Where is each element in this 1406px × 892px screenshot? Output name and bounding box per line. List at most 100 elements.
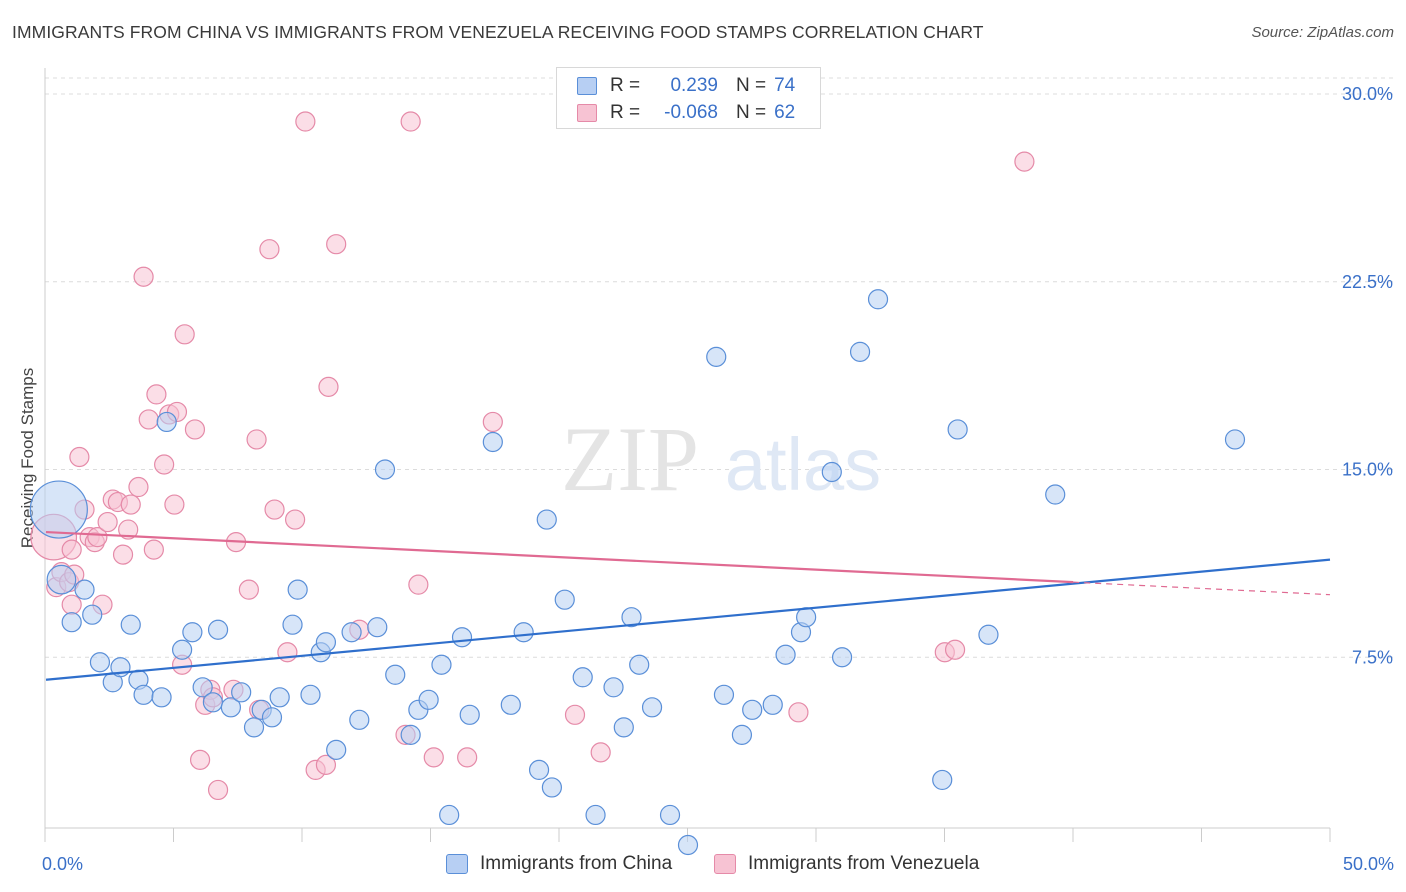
y-tick-label: 7.5%	[1352, 647, 1393, 667]
axes	[44, 68, 1331, 842]
x-tick-label-min: 0.0%	[42, 854, 83, 874]
china-point	[796, 607, 817, 628]
venezuela-point	[154, 454, 175, 475]
china-point	[374, 459, 396, 480]
legend-row-venezuela: R = -0.068 N = 62	[577, 101, 795, 125]
china-point	[613, 717, 634, 738]
china-point	[367, 617, 388, 638]
venezuela-point	[408, 574, 429, 595]
china-point	[572, 667, 593, 688]
n-value-venezuela: 62	[774, 102, 796, 123]
china-point	[451, 627, 473, 648]
china-point	[418, 689, 439, 710]
china-point	[431, 654, 452, 675]
china-point	[349, 709, 370, 730]
china-point	[677, 834, 699, 856]
china-point	[821, 461, 842, 483]
china-point	[243, 717, 265, 738]
china-point	[659, 804, 681, 826]
china-point	[133, 684, 154, 705]
venezuela-point	[189, 749, 211, 770]
china-point	[385, 664, 406, 685]
china-point	[182, 622, 203, 643]
zipatlas-watermark: ZIP atlas	[561, 408, 881, 510]
y-tick-label: 22.5%	[1342, 272, 1393, 292]
n-label: N =	[736, 102, 767, 123]
venezuela-point	[238, 579, 259, 600]
venezuela-point	[128, 476, 149, 498]
china-swatch	[577, 77, 597, 95]
legend-item-china: Immigrants from China	[446, 852, 672, 876]
china-point	[439, 804, 460, 826]
china-points	[29, 289, 1246, 856]
china-point	[172, 639, 193, 660]
china-point	[287, 579, 308, 600]
venezuela-point	[423, 747, 444, 768]
china-point	[1045, 484, 1066, 505]
china-point	[207, 619, 229, 640]
venezuela-point	[326, 234, 347, 255]
venezuela-points	[30, 111, 1035, 801]
venezuela-point	[146, 384, 167, 405]
china-point	[541, 777, 562, 798]
china-point	[300, 684, 321, 705]
china-point	[282, 614, 303, 635]
china-legend-swatch	[446, 854, 468, 874]
china-point	[482, 431, 503, 453]
venezuela-point	[61, 594, 82, 615]
venezuela-point	[246, 429, 267, 450]
venezuela-point	[97, 511, 118, 533]
china-point	[629, 654, 650, 675]
venezuela-point	[61, 539, 82, 560]
china-point	[1224, 429, 1246, 450]
venezuela-point	[400, 111, 421, 132]
china-point	[585, 804, 606, 826]
r-value-china: 0.239	[670, 75, 718, 96]
venezuela-point	[284, 509, 306, 530]
china-point	[459, 704, 480, 725]
china-point	[621, 607, 642, 628]
china-point	[775, 644, 796, 665]
china-point	[400, 724, 421, 745]
china-point	[831, 647, 853, 668]
china-point	[261, 707, 283, 728]
grid-lines	[45, 77, 1395, 658]
correlation-legend: R = 0.239 N = 74 R = -0.068 N = 62	[556, 67, 821, 129]
venezuela-point	[164, 494, 185, 515]
r-value-venezuela: -0.068	[664, 102, 718, 123]
venezuela-trend-line	[45, 530, 1074, 584]
china-point	[513, 622, 534, 643]
china-point	[269, 687, 290, 708]
china-point	[341, 622, 362, 643]
venezuela-point	[118, 519, 139, 540]
china-point	[326, 739, 347, 760]
china-point	[74, 579, 95, 600]
china-point	[706, 346, 727, 367]
venezuela-point	[564, 704, 586, 725]
venezuela-legend-label: Immigrants from Venezuela	[748, 853, 980, 874]
china-point	[156, 411, 177, 433]
venezuela-point	[457, 747, 478, 768]
r-label: R =	[610, 102, 641, 123]
venezuela-point	[120, 494, 141, 515]
r-label: R =	[610, 75, 641, 96]
china-point	[731, 724, 753, 745]
venezuela-point	[295, 111, 316, 132]
venezuela-point	[1014, 151, 1035, 172]
venezuela-point	[184, 419, 206, 440]
y-tick-label: 30.0%	[1342, 84, 1393, 104]
china-point	[947, 419, 968, 440]
china-point	[500, 694, 521, 715]
china-point	[29, 480, 88, 539]
legend-item-venezuela: Immigrants from Venezuela	[714, 852, 979, 876]
china-point	[742, 699, 763, 720]
china-point	[528, 759, 550, 781]
china-point	[867, 289, 889, 310]
legend-row-china: R = 0.239 N = 74	[577, 74, 795, 98]
china-point	[82, 604, 103, 625]
venezuela-point	[788, 702, 809, 723]
venezuela-point	[174, 324, 195, 345]
venezuela-point	[112, 544, 134, 565]
venezuela-legend-swatch	[714, 854, 736, 874]
